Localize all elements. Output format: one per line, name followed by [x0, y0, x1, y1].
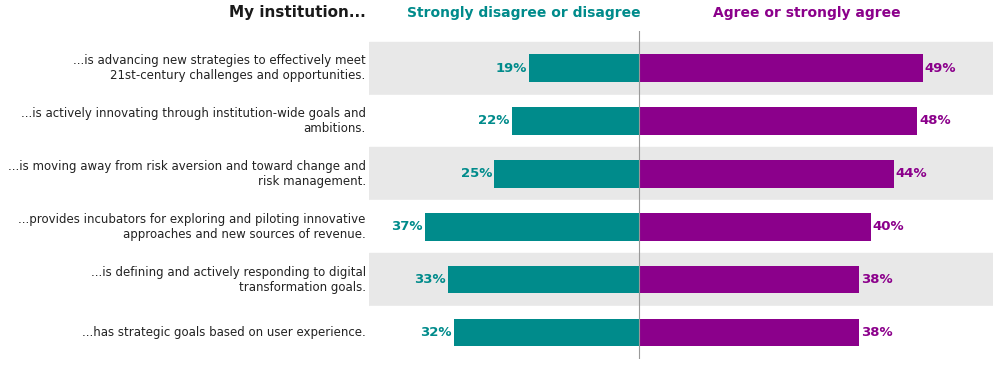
- Text: ...is actively innovating through institution-wide goals and
ambitions.: ...is actively innovating through instit…: [21, 107, 366, 135]
- Bar: [369, 306, 993, 359]
- Text: 37%: 37%: [391, 220, 423, 233]
- Text: 25%: 25%: [461, 167, 492, 180]
- Bar: [369, 200, 993, 253]
- Bar: [425, 213, 639, 240]
- Text: My institution...: My institution...: [229, 5, 366, 20]
- Text: 44%: 44%: [896, 167, 928, 180]
- Text: 48%: 48%: [919, 115, 951, 127]
- Text: ...provides incubators for exploring and piloting innovative
approaches and new : ...provides incubators for exploring and…: [18, 213, 366, 241]
- Text: 38%: 38%: [861, 326, 893, 339]
- Bar: [454, 319, 639, 346]
- Text: ...has strategic goals based on user experience.: ...has strategic goals based on user exp…: [82, 326, 366, 339]
- Bar: [369, 253, 993, 306]
- Bar: [369, 42, 993, 94]
- Text: ...is defining and actively responding to digital
transformation goals.: ...is defining and actively responding t…: [91, 266, 366, 294]
- Bar: [369, 94, 993, 147]
- Text: 22%: 22%: [478, 115, 510, 127]
- Bar: [529, 54, 639, 82]
- Bar: [639, 107, 917, 135]
- Bar: [639, 319, 859, 346]
- Text: Strongly disagree or disagree: Strongly disagree or disagree: [407, 7, 640, 20]
- Text: 32%: 32%: [420, 326, 452, 339]
- Bar: [639, 266, 859, 294]
- Bar: [639, 213, 871, 240]
- Bar: [512, 107, 639, 135]
- Bar: [639, 160, 894, 188]
- Bar: [639, 54, 923, 82]
- Text: ...is moving away from risk aversion and toward change and
risk management.: ...is moving away from risk aversion and…: [8, 160, 366, 188]
- Bar: [369, 147, 993, 200]
- Bar: [448, 266, 639, 294]
- Text: 38%: 38%: [861, 273, 893, 286]
- Text: 49%: 49%: [925, 61, 956, 75]
- Text: ...is advancing new strategies to effectively meet
21st-century challenges and o: ...is advancing new strategies to effect…: [73, 54, 366, 82]
- Text: 33%: 33%: [415, 273, 446, 286]
- Bar: [494, 160, 639, 188]
- Text: 40%: 40%: [873, 220, 904, 233]
- Text: 19%: 19%: [496, 61, 527, 75]
- Text: Agree or strongly agree: Agree or strongly agree: [713, 7, 900, 20]
